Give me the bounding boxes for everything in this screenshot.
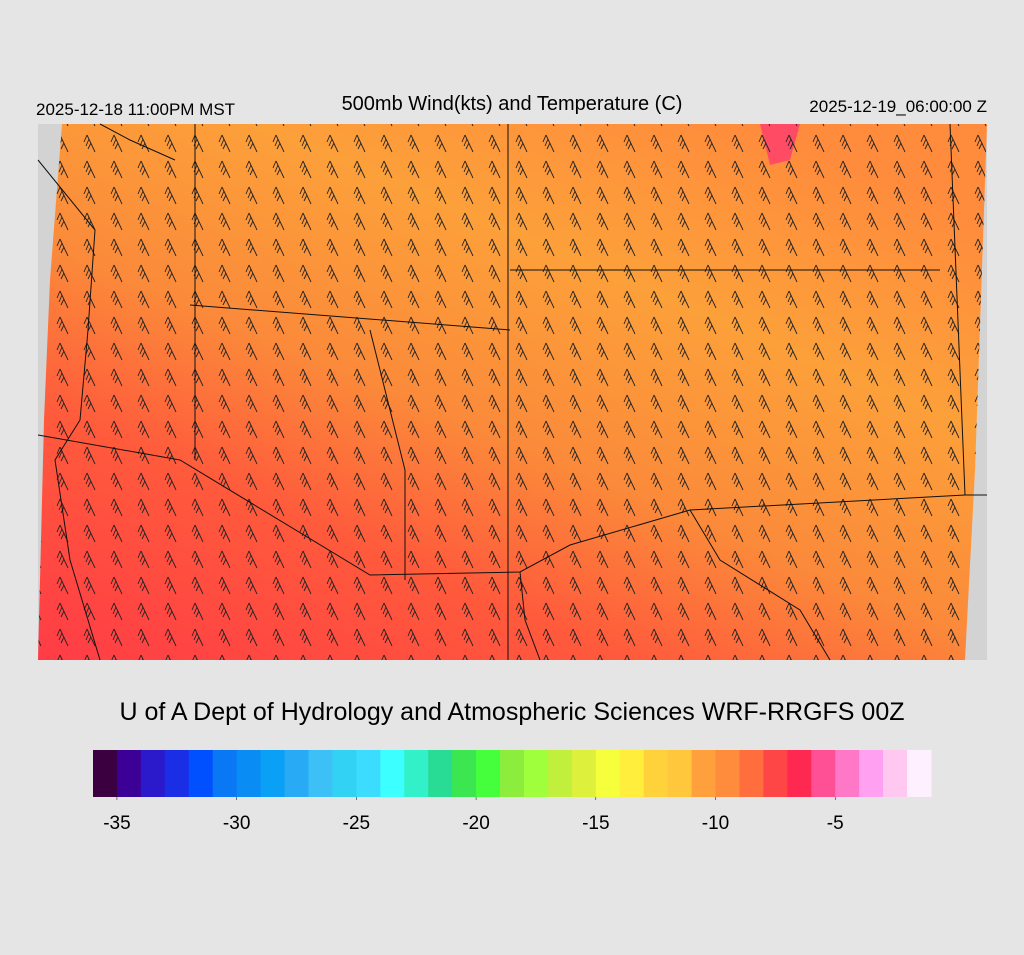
colorbar-swatch [332, 750, 357, 797]
wind-barbs [38, 124, 987, 660]
colorbar-swatch [476, 750, 501, 797]
colorbar-swatch [140, 750, 166, 797]
colorbar-swatch [284, 750, 309, 797]
valid-utc-time: 2025-12-19_06:00:00 Z [809, 97, 987, 116]
colorbar-swatch [236, 750, 262, 797]
boundaries [37, 123, 987, 661]
colorbar-tick-label: -15 [582, 813, 609, 834]
credit: U of A Dept of Hydrology and Atmospheric… [119, 698, 904, 726]
valid-local-time: 2025-12-18 11:00PM MST [36, 100, 235, 119]
colorbar-swatch [404, 750, 429, 797]
colorbar-swatch [859, 750, 884, 797]
colorbar-swatch [260, 750, 286, 797]
colorbar-swatch [523, 750, 549, 797]
colorbar-swatch [212, 750, 238, 797]
colorbar-swatch [907, 750, 932, 797]
colorbar-swatch [380, 750, 405, 797]
colorbar-swatch [883, 750, 908, 797]
colorbar-swatch [356, 750, 381, 797]
colorbar-tick-label: -25 [343, 813, 370, 834]
colorbar-swatch [667, 750, 693, 797]
colorbar-tick-label: -10 [702, 813, 729, 834]
colorbar-swatch [691, 750, 717, 797]
colorbar-swatch [643, 750, 669, 797]
colorbar-swatch [787, 750, 812, 797]
colorbar-swatch [715, 750, 740, 797]
colorbar-swatch [164, 750, 190, 797]
colorbar-swatch [188, 750, 214, 797]
colorbar-tick-label: -30 [223, 813, 250, 834]
colorbar-swatch [763, 750, 788, 797]
colorbar-swatch [619, 750, 645, 797]
colorbar-swatch [835, 750, 860, 797]
colorbar-tick-label: -5 [827, 813, 844, 834]
map [37, 123, 987, 661]
colorbar-swatch [428, 750, 453, 797]
colorbar-swatch [500, 750, 525, 797]
colorbar-swatch [739, 750, 764, 797]
colorbar-swatch [571, 750, 597, 797]
colorbar-swatch [116, 750, 142, 797]
colorbar-swatch [93, 750, 118, 797]
colorbar-swatch [811, 750, 836, 797]
colorbar-tick-label: -20 [462, 813, 489, 834]
map-title: 500mb Wind(kts) and Temperature (C) [342, 93, 683, 115]
colorbar-tick-label: -35 [103, 813, 130, 834]
colorbar-swatch [595, 750, 621, 797]
colorbar: -35 -30 -25 -20 -15 -10 -5 [93, 750, 932, 834]
colorbar-swatch [547, 750, 573, 797]
colorbar-swatch [452, 750, 477, 797]
colorbar-swatch [308, 750, 333, 797]
